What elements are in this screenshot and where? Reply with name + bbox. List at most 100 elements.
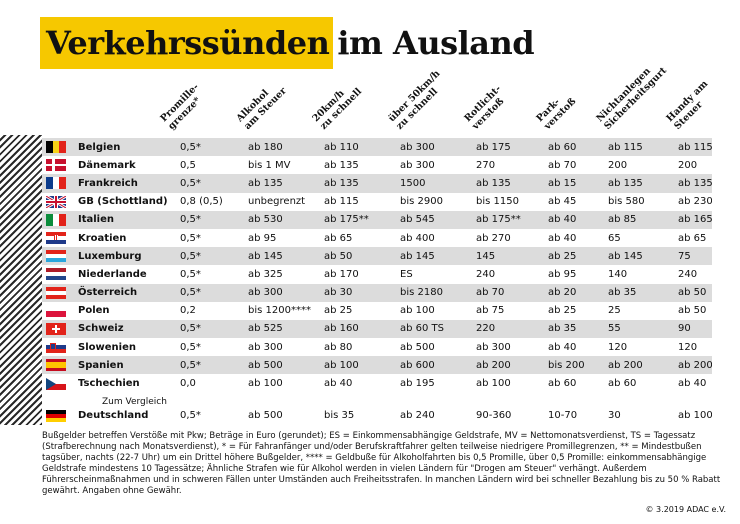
table-row: Dänemark 0,5 bis 1 MV ab 135 ab 300 270 ab 70 2…	[42, 156, 712, 174]
value-cell: ab 145	[396, 247, 472, 266]
value-cell: bis 2900	[400, 196, 443, 208]
country-name: Schweiz	[78, 319, 176, 339]
country-name: Polen	[78, 305, 110, 317]
value-cell: ab 100	[248, 378, 283, 390]
country-name: Niederlande	[78, 268, 147, 280]
value-cell: ab 25	[544, 247, 604, 266]
germany-flag-icon	[46, 409, 66, 422]
value-cell: bis 580	[608, 196, 645, 208]
value-cell: ab 65	[678, 232, 707, 244]
flag-cell	[42, 210, 78, 229]
country-name: Luxemburg	[78, 247, 176, 266]
value-cell: 55	[604, 319, 674, 339]
value-cell: 0,5*	[180, 410, 201, 422]
table-row: Schweiz 0,5* ab 525 ab 160 ab 60 TS 220 ab 35 5…	[42, 319, 712, 339]
flag-cell	[42, 247, 78, 266]
title-highlight: Verkehrssünden	[40, 17, 334, 69]
value-cell: 90	[674, 319, 712, 339]
value-cell: ab 160	[320, 319, 396, 339]
value-cell: bis 35	[324, 410, 355, 422]
value-cell: bis 1150	[476, 196, 519, 208]
flag-cell	[42, 193, 78, 211]
value-cell: ab 25	[324, 305, 353, 317]
value-cell: ab 270	[476, 232, 511, 244]
value-cell: bis 2180	[396, 283, 472, 302]
value-cell: 200	[678, 159, 698, 171]
country-name: Italien	[78, 210, 176, 229]
value-cell: ab 110	[320, 138, 396, 157]
value-cell: ab 40	[544, 210, 604, 229]
value-cell: ab 40	[548, 341, 577, 353]
value-cell: ab 100	[476, 378, 511, 390]
country-name: Dänemark	[78, 159, 136, 171]
value-cell: ab 60	[544, 138, 604, 157]
value-cell: ab 95	[248, 232, 277, 244]
value-cell: 240	[476, 268, 496, 280]
value-cell: 0,5*	[180, 341, 201, 353]
value-cell: ab 75	[476, 305, 505, 317]
copyright: © 3.2019 ADAC e.V.	[645, 505, 726, 514]
country-name: Belgien	[78, 138, 176, 157]
value-cell: 0,5*	[180, 232, 201, 244]
value-cell: 140	[608, 268, 628, 280]
value-cell: ab 95	[548, 268, 577, 280]
comparison-row: Zum Vergleich	[42, 393, 712, 407]
country-name: Österreich	[78, 283, 176, 302]
value-cell: 10-70	[548, 410, 578, 422]
value-cell: unbegrenzt	[248, 196, 306, 208]
country-name: GB (Schottland)	[78, 196, 168, 208]
value-cell: ab 45	[548, 196, 577, 208]
country-name: Frankreich	[78, 174, 176, 193]
value-cell: ab 170	[324, 268, 359, 280]
value-cell: ab 230	[678, 196, 712, 208]
value-cell: ab 300	[400, 159, 435, 171]
value-cell: ab 85	[604, 210, 674, 229]
column-header-line: Sicherheitsgurt	[601, 64, 669, 132]
value-cell: ab 65	[324, 232, 353, 244]
value-cell: ab 50	[678, 305, 707, 317]
value-cell: ab 195	[400, 378, 435, 390]
value-cell: ab 135	[472, 174, 544, 193]
table-row: Österreich 0,5* ab 300 ab 30 bis 2180 ab 70 ab…	[42, 283, 712, 302]
value-cell: ab 145	[244, 247, 320, 266]
value-cell: 0,5*	[176, 174, 244, 193]
luxembourg-flag-icon	[46, 250, 66, 263]
comparison-label: Zum Vergleich	[102, 396, 167, 407]
value-cell: 30	[608, 410, 621, 422]
country-name: Spanien	[78, 356, 176, 375]
value-cell: 240	[678, 268, 698, 280]
value-cell: ab 40	[678, 378, 707, 390]
value-cell: ab 35	[604, 283, 674, 302]
value-cell: 0,5	[180, 159, 196, 171]
page-title: Verkehrssünden im Ausland	[40, 17, 535, 69]
footnote: Bußgelder betreffen Verstöße mit Pkw; Be…	[42, 431, 721, 496]
table-row: Tschechien 0,0 ab 100 ab 40 ab 195 ab 100 ab 6…	[42, 374, 712, 392]
table-row: Belgien 0,5* ab 180 ab 110 ab 300 ab 175 ab 60…	[42, 138, 712, 157]
value-cell: ab 500	[244, 356, 320, 375]
table-row: Frankreich 0,5* ab 135 ab 135 1500 ab 135 ab 1…	[42, 174, 712, 193]
croatia-flag-icon	[46, 232, 66, 245]
value-cell: ab 80	[324, 341, 353, 353]
value-cell: ab 115	[604, 138, 674, 157]
value-cell: 0,5*	[176, 210, 244, 229]
table-row: Spanien 0,5* ab 500 ab 100 ab 600 ab 200 bis 2…	[42, 356, 712, 375]
value-cell: ab 50	[674, 283, 712, 302]
value-cell: ab 25	[548, 305, 577, 317]
value-cell: ab 175	[472, 138, 544, 157]
uk-flag-icon	[46, 195, 66, 208]
flag-cell	[42, 338, 78, 356]
value-cell: ab 70	[472, 283, 544, 302]
value-cell: ab 20	[544, 283, 604, 302]
table-row: Slowenien 0,5* ab 300 ab 80 ab 500 ab 300 ab 4…	[42, 338, 712, 356]
slovenia-flag-icon	[46, 341, 66, 354]
table-row: Deutschland 0,5* ab 500 bis 35 ab 240 90-360 1…	[42, 407, 712, 425]
value-cell: 0,5*	[176, 319, 244, 339]
value-cell: ab 35	[544, 319, 604, 339]
value-cell: 75	[674, 247, 712, 266]
value-cell: ab 175**	[472, 210, 544, 229]
value-cell: ab 600	[396, 356, 472, 375]
value-cell: ab 100	[400, 305, 435, 317]
value-cell: ab 135	[674, 174, 712, 193]
value-cell: 0,5*	[176, 283, 244, 302]
table-row: Kroatien 0,5* ab 95 ab 65 ab 400 ab 270 ab 40 6…	[42, 229, 712, 247]
